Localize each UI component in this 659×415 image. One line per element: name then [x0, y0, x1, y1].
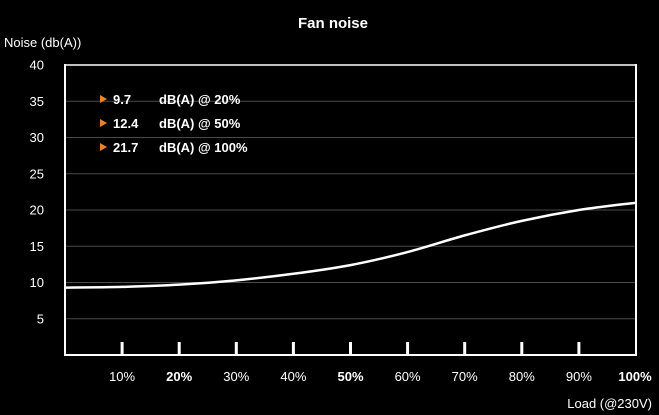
y-tick-label: 30 [30, 130, 44, 145]
x-tick-label: 70% [452, 369, 478, 384]
x-tick-label: 10% [109, 369, 135, 384]
y-axis-label: Noise (db(A)) [4, 35, 81, 50]
series [64, 201, 637, 289]
annotation-value: 21.7 [113, 140, 138, 155]
x-tick-label: 40% [280, 369, 306, 384]
y-tick-label: 5 [37, 311, 44, 326]
bullet-icon [100, 119, 107, 127]
annotations: 9.7 dB(A) @ 20% 12.4 dB(A) @ 50% 21.7 dB(A) @… [100, 92, 248, 155]
y-tick-label: 25 [30, 166, 44, 181]
x-tick-label: 60% [395, 369, 421, 384]
x-tick-label: 30% [223, 369, 249, 384]
x-tick-labels: 10% 20% 30% 40% 50% 60% 70% 80% 90% 100% [109, 369, 652, 384]
chart-title: Fan noise [298, 15, 368, 32]
bullet-icon [100, 143, 107, 151]
noise-curve [64, 201, 637, 289]
annotation-text: dB(A) @ 20% [159, 92, 241, 107]
annotation-text: dB(A) @ 100% [159, 140, 248, 155]
x-tick-label: 100% [618, 369, 652, 384]
annotation-value: 12.4 [113, 116, 139, 131]
x-tick-label: 90% [566, 369, 592, 384]
annotation-value: 9.7 [113, 92, 131, 107]
y-tick-label: 20 [30, 203, 44, 218]
annotation-text: dB(A) @ 50% [159, 116, 241, 131]
x-tick-label: 20% [166, 369, 192, 384]
axes [64, 64, 637, 356]
y-tick-label: 35 [30, 94, 44, 109]
grid-lines [65, 64, 636, 320]
y-tick-label: 15 [30, 239, 44, 254]
x-tick-label: 50% [337, 369, 363, 384]
x-axis-label: Load (@230V) [567, 396, 652, 411]
x-tick-label: 80% [509, 369, 535, 384]
y-tick-labels: 5 10 15 20 25 30 35 40 [30, 58, 44, 327]
y-tick-label: 40 [30, 58, 44, 73]
bullet-icon [100, 95, 107, 103]
y-tick-label: 10 [30, 275, 44, 290]
